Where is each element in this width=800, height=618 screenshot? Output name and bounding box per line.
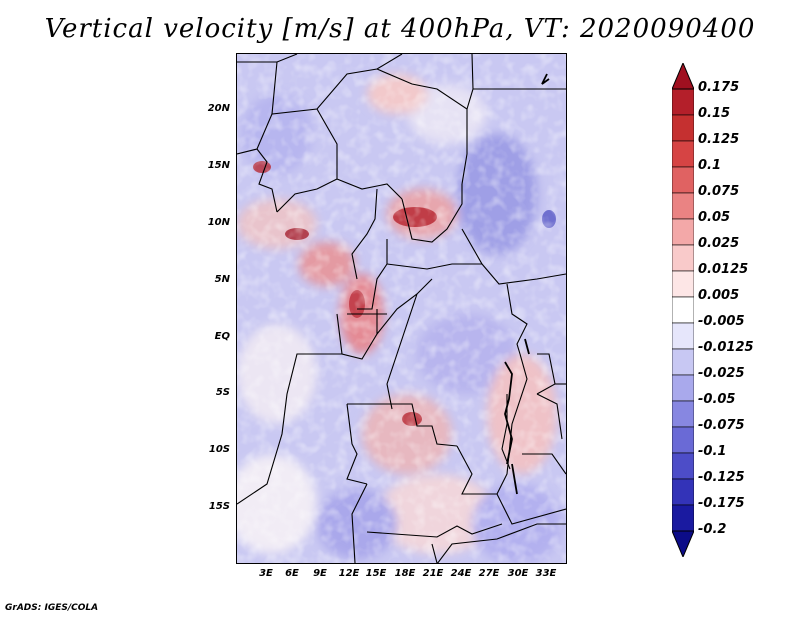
colorbar-tick-label: -0.025 [698,366,745,381]
colorbar-tick-label: -0.005 [698,314,745,329]
latitude-tick-label: 15S [208,501,230,512]
longitude-tick-label: 6E [285,568,299,579]
colorbar-tick-label: 0.1 [698,158,722,173]
longitude-tick-label: 21E [422,568,444,579]
colorbar-segment [672,374,694,402]
colorbar-tick-label: -0.0125 [698,340,754,355]
latitude-tick-label: 5S [215,387,230,398]
map-panel [236,53,567,564]
longitude-tick-label: 12E [338,568,360,579]
colorbar-segment [672,192,694,220]
colorbar-segment [672,166,694,194]
colorbar-segment [672,400,694,428]
latitude-tick-label: 10S [208,444,230,455]
colorbar-segment [672,322,694,350]
colorbar-tick-label: -0.1 [698,444,727,459]
colorbar-tick-label: 0.05 [698,210,731,225]
country-borders [237,54,566,563]
colorbar-segment [672,114,694,142]
colorbar-segment [672,478,694,506]
longitude-tick-label: 24E [450,568,472,579]
colorbar-tick-label: 0.005 [698,288,740,303]
latitude-tick-label: EQ [214,331,230,342]
colorbar-tick-label: -0.075 [698,418,745,433]
colorbar-tick-label: -0.2 [698,522,727,537]
longitude-tick-label: 27E [478,568,500,579]
latitude-tick-label: 5N [214,274,230,285]
latitude-tick-label: 15N [207,160,230,171]
colorbar-segment [672,452,694,480]
longitude-tick-label: 30E [507,568,529,579]
colorbar-tick-label: 0.075 [698,184,740,199]
colorbar-segment [672,426,694,454]
colorbar-segment [672,296,694,324]
longitude-tick-label: 15E [365,568,387,579]
velocity-field [237,54,566,563]
longitude-tick-label: 33E [535,568,557,579]
colorbar-tick-label: 0.15 [698,106,731,121]
colorbar-tick-label: 0.025 [698,236,740,251]
colorbar-segment [672,218,694,246]
colorbar-tick-label: -0.175 [698,496,745,511]
colorbar-tick-label: 0.125 [698,132,740,147]
longitude-tick-label: 3E [259,568,273,579]
longitude-tick-label: 9E [313,568,327,579]
colorbar-tick-label: 0.0125 [698,262,749,277]
colorbar-segment [672,270,694,298]
colorbar-tick-label: -0.05 [698,392,736,407]
colorbar-segment [672,504,694,532]
latitude-tick-label: 20N [207,103,230,114]
colorbar-segment [672,244,694,272]
colorbar-segment [672,88,694,116]
chart-title: Vertical velocity [m/s] at 400hPa, VT: 2… [44,14,756,44]
credit-label: GrADS: IGES/COLA [5,603,99,613]
colorbar-segment [672,348,694,376]
longitude-tick-label: 18E [394,568,416,579]
lakes [504,73,550,495]
colorbar-tick-label: 0.175 [698,80,740,95]
colorbar [672,63,694,557]
latitude-tick-label: 10N [207,217,230,228]
colorbar-segment [672,140,694,168]
colorbar-tick-label: -0.125 [698,470,745,485]
